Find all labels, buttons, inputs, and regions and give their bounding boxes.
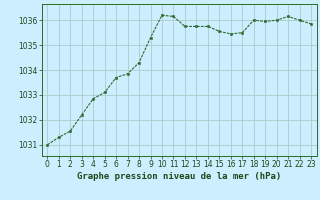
X-axis label: Graphe pression niveau de la mer (hPa): Graphe pression niveau de la mer (hPa)	[77, 172, 281, 181]
